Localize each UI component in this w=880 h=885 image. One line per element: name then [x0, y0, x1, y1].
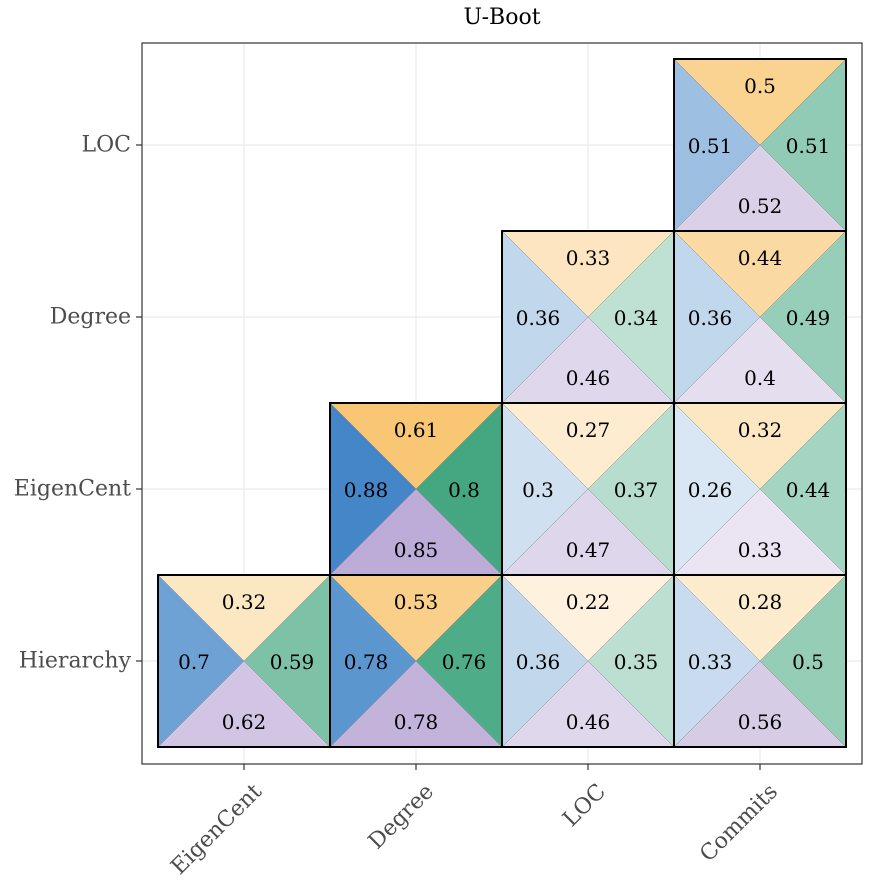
value-label-left: 0.51 [688, 134, 733, 158]
panel-border [141, 42, 863, 765]
value-label-left: 0.26 [688, 478, 733, 502]
heatmap-cell: 0.32 0.7 0.59 0.62 [157, 574, 331, 748]
heatmap-cell: 0.61 0.88 0.8 0.85 [329, 402, 503, 576]
value-label-right: 0.37 [614, 478, 659, 502]
heatmap-cell: 0.5 0.51 0.51 0.52 [673, 58, 847, 232]
value-label-left: 0.7 [178, 650, 210, 674]
value-label-right: 0.59 [270, 650, 315, 674]
value-label-bottom: 0.85 [394, 538, 439, 562]
heatmap-cell: 0.33 0.36 0.34 0.46 [501, 230, 675, 404]
value-label-bottom: 0.46 [566, 710, 611, 734]
value-label-bottom: 0.78 [394, 710, 439, 734]
y-tick-label: EigenCent [14, 477, 131, 502]
y-axis: Hierarchy EigenCent Degree LOC [14, 133, 142, 674]
value-label-right: 0.8 [448, 478, 480, 502]
heatmap-cell: 0.28 0.33 0.5 0.56 [673, 574, 847, 748]
value-label-bottom: 0.62 [222, 710, 267, 734]
value-label-right: 0.49 [786, 306, 831, 330]
heatmap-cell: 0.44 0.36 0.49 0.4 [673, 230, 847, 404]
value-label-left: 0.33 [688, 650, 733, 674]
value-label-bottom: 0.47 [566, 538, 611, 562]
heatmap-cell: 0.22 0.36 0.35 0.46 [501, 574, 675, 748]
value-label-right: 0.34 [614, 306, 659, 330]
value-label-right: 0.76 [442, 650, 487, 674]
value-label-left: 0.36 [516, 306, 561, 330]
value-label-top: 0.33 [566, 246, 611, 270]
y-tick-label: Hierarchy [19, 649, 132, 674]
heatmap-cell: 0.27 0.3 0.37 0.47 [501, 402, 675, 576]
value-label-top: 0.32 [738, 418, 783, 442]
value-label-top: 0.61 [394, 418, 439, 442]
value-label-top: 0.22 [566, 590, 611, 614]
cell-border [673, 58, 847, 232]
value-label-top: 0.32 [222, 590, 267, 614]
value-label-right: 0.44 [786, 478, 831, 502]
value-label-top: 0.44 [738, 246, 783, 270]
value-label-right: 0.5 [792, 650, 824, 674]
heatmap-cells: 0.320.7 0.590.620.530.78 0.760.780.220.36 0… [157, 58, 847, 748]
value-label-bottom: 0.46 [566, 366, 611, 390]
chart-title: U-Boot [463, 5, 540, 30]
value-label-bottom: 0.52 [738, 194, 783, 218]
value-label-top: 0.27 [566, 418, 611, 442]
value-label-top: 0.53 [394, 590, 439, 614]
value-label-left: 0.36 [688, 306, 733, 330]
value-label-top: 0.5 [744, 74, 776, 98]
heatmap-cell: 0.32 0.26 0.44 0.33 [673, 402, 847, 576]
value-label-bottom: 0.33 [738, 538, 783, 562]
heatmap-cell: 0.53 0.78 0.76 0.78 [329, 574, 503, 748]
value-label-top: 0.28 [738, 590, 783, 614]
y-tick-label: LOC [82, 133, 131, 158]
value-label-bottom: 0.56 [738, 710, 783, 734]
value-label-left: 0.3 [522, 478, 554, 502]
value-label-left: 0.78 [344, 650, 389, 674]
value-label-left: 0.88 [344, 478, 389, 502]
y-tick-label: Degree [50, 305, 131, 330]
value-label-left: 0.36 [516, 650, 561, 674]
value-label-right: 0.35 [614, 650, 659, 674]
value-label-bottom: 0.4 [744, 366, 776, 390]
value-label-right: 0.51 [786, 134, 831, 158]
